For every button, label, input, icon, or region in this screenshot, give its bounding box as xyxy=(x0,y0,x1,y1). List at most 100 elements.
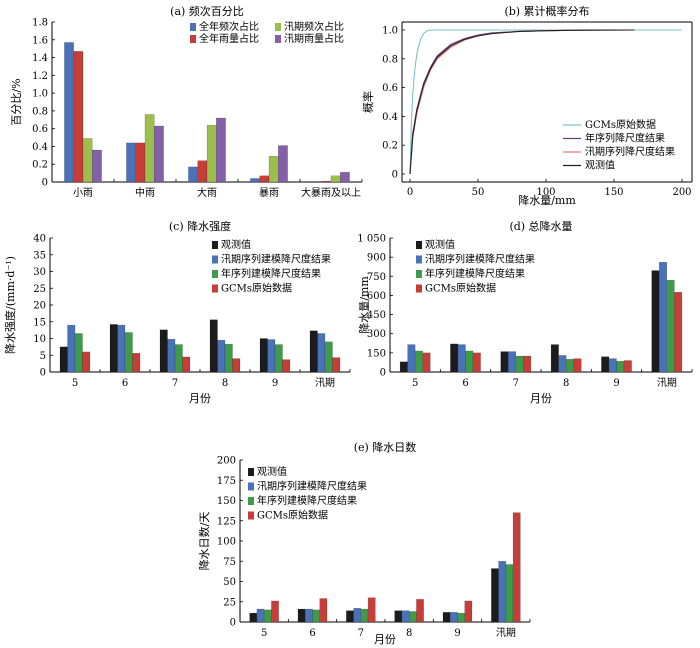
y-tick-label: 0.6 xyxy=(382,83,398,94)
legend-label: GCMs原始数据 xyxy=(425,282,496,295)
y-tick-label: 25 xyxy=(223,597,236,608)
bar-d-s1-c3 xyxy=(558,355,567,373)
legend-label: 汛期序列降尺度结果 xyxy=(585,145,675,158)
bar-e-s3-c0 xyxy=(271,600,279,623)
y-tick-label: 75 xyxy=(223,557,236,568)
x-tick-label: 9 xyxy=(454,628,460,639)
y-tick-label: 1.0 xyxy=(32,89,48,100)
bar-e-s1-c2 xyxy=(353,608,362,623)
y-tick-label: 40 xyxy=(33,234,46,245)
bar-d-s1-c4 xyxy=(608,358,617,373)
bar-d-s2-c2 xyxy=(515,355,524,373)
bar-d-s3-c1 xyxy=(472,352,481,373)
x-tick-label: 汛期 xyxy=(657,377,677,389)
legend-label: 观测值 xyxy=(221,238,251,251)
y-tick-label: 0 xyxy=(40,368,46,379)
x-tick-label: 200 xyxy=(672,187,691,198)
chart-title: (a) 频次百分比 xyxy=(170,4,244,18)
bar-c-s3-c3 xyxy=(232,358,241,373)
x-tick-label: 9 xyxy=(272,378,278,389)
bar-d-s2-c3 xyxy=(565,359,574,373)
legend-swatch xyxy=(416,241,422,249)
x-tick-label: 7 xyxy=(513,378,519,389)
bar-d-s3-c4 xyxy=(623,360,632,373)
bar-c-s3-c0 xyxy=(82,351,91,373)
legend-swatch xyxy=(416,284,422,293)
bar-d-s1-c1 xyxy=(457,344,466,373)
legend-label: GCMs原始数据 xyxy=(585,118,656,131)
bar-c-s2-c2 xyxy=(174,344,183,373)
bar-e-s1-c0 xyxy=(256,608,265,623)
y-axis-label: 百分比/% xyxy=(10,78,23,125)
x-tick-label: 9 xyxy=(613,378,619,389)
legend-label: 汛期雨量占比 xyxy=(284,32,344,45)
bar-c-s1-c1 xyxy=(117,324,126,373)
legend-label: 观测值 xyxy=(425,238,455,251)
x-tick-label: 8 xyxy=(563,378,569,389)
legend-label: 汛期频次占比 xyxy=(284,20,344,33)
bar-a-s1-c2 xyxy=(197,160,208,183)
x-tick-label: 50 xyxy=(472,187,485,198)
x-axis-label: 降水量/mm xyxy=(518,193,576,207)
x-tick-label: 6 xyxy=(462,378,468,389)
y-tick-label: 0.2 xyxy=(382,141,398,152)
legend-swatch xyxy=(416,270,422,278)
bar-a-s3-c1 xyxy=(154,125,164,183)
bar-d-s0-c2 xyxy=(500,351,509,373)
legend-swatch xyxy=(212,284,218,293)
x-tick-label: 中雨 xyxy=(135,186,155,199)
legend-label: 年序列建模降尺度结果 xyxy=(425,267,525,280)
bar-e-s2-c0 xyxy=(263,609,272,623)
legend-label: 年序列建模降尺度结果 xyxy=(257,494,357,507)
bar-d-s1-c5 xyxy=(659,262,668,373)
legend-swatch xyxy=(275,23,281,31)
bar-c-s3-c4 xyxy=(282,359,291,373)
bar-a-s1-c0 xyxy=(73,51,84,183)
bar-c-s1-c0 xyxy=(67,324,76,373)
bar-c-s3-c5 xyxy=(332,357,341,373)
x-tick-label: 5 xyxy=(72,378,78,389)
bar-e-s2-c5 xyxy=(505,564,514,623)
y-tick-label: 0.6 xyxy=(32,124,48,135)
bar-c-s2-c3 xyxy=(224,343,233,373)
chart-a: 0 0.2 0.4 0.6 0.8 1.0 1.2 1.4 1.6 1.8 小雨 中雨 大雨 暴雨 大暴雨及… xyxy=(32,18,363,199)
bar-c-s2-c1 xyxy=(124,332,133,373)
bar-c-s3-c1 xyxy=(132,353,141,373)
y-tick-label: 150 xyxy=(367,348,386,359)
bar-a-s2-c0 xyxy=(82,138,93,183)
y-tick-label: 200 xyxy=(217,456,236,467)
bar-a-s3-c4 xyxy=(340,172,350,183)
x-tick-label: 7 xyxy=(172,378,178,389)
y-tick-label: 100 xyxy=(217,537,236,548)
bar-a-s0-c1 xyxy=(126,142,136,183)
bar-e-s1-c4 xyxy=(450,612,458,623)
series-line-3 xyxy=(409,29,635,175)
bar-a-s2-c1 xyxy=(144,114,155,183)
bar-a-s0-c0 xyxy=(64,42,74,183)
bar-e-s2-c4 xyxy=(457,612,465,623)
bar-d-s0-c4 xyxy=(601,356,610,373)
bar-e-s2-c1 xyxy=(312,609,320,623)
legend-label: 年序列建模降尺度结果 xyxy=(221,267,321,280)
y-tick-label: 1.2 xyxy=(32,71,48,82)
legend-label: 观测值 xyxy=(585,159,615,172)
bar-e-s2-c3 xyxy=(408,611,417,623)
y-tick-label: 15 xyxy=(33,317,46,328)
y-tick-label: 450 xyxy=(367,310,386,321)
legend-swatch xyxy=(212,270,218,278)
bar-d-s2-c5 xyxy=(666,279,675,373)
bar-c-s1-c4 xyxy=(267,339,276,373)
y-tick-label: 0.8 xyxy=(382,54,398,65)
x-axis-label: 月份 xyxy=(374,633,396,646)
legend-swatch xyxy=(248,497,254,505)
bar-e-s1-c5 xyxy=(498,561,507,623)
bar-c-s0-c1 xyxy=(109,324,118,373)
legend-swatch xyxy=(248,511,254,520)
legend-label: 汛期序列建模降尺度结果 xyxy=(425,253,535,266)
bar-e-s3-c2 xyxy=(367,597,376,623)
legend-swatch xyxy=(190,23,196,31)
bar-a-s0-c2 xyxy=(188,166,198,183)
